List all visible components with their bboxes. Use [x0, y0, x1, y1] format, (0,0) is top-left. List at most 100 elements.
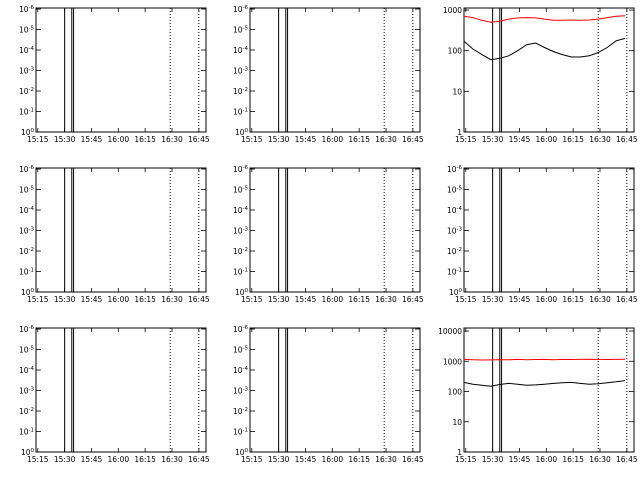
y-tick-label: 10-1 [447, 268, 462, 277]
x-tick-label: 15:30 [268, 455, 290, 464]
detector-panel-9: 15:15 15:30 15:45 16:00 16:15 16:30 16:45 1 10 10… [438, 327, 638, 464]
plot-frame [463, 327, 635, 453]
y-tick-label: 10-3 [447, 227, 463, 236]
y-tick-label: 10-5 [233, 346, 249, 355]
y-tick-label: 1000 [443, 357, 462, 366]
y-tick-label: 10-3 [19, 227, 35, 236]
y-tick-label: 100 [448, 388, 463, 397]
x-tick-label: 15:45 [295, 135, 317, 144]
plot-frame [35, 327, 207, 453]
x-tick-label: 15:15 [455, 135, 477, 144]
y-tick-label: 10-4 [233, 366, 249, 375]
x-tick-label: 15:45 [295, 295, 317, 304]
y-tick-label: 10-2 [233, 247, 248, 256]
y-tick-label: 10-2 [19, 87, 34, 96]
y-tick-label: 10000 [438, 327, 462, 336]
x-tick-label: 15:15 [241, 455, 263, 464]
y-tick-label: 100 [21, 128, 35, 137]
detector-panel-6: 15:15 15:30 15:45 16:00 16:15 16:30 16:45 100 10… [447, 165, 638, 304]
x-tick-label: 15:30 [482, 455, 504, 464]
detector-panel-2: 15:15 15:30 15:45 16:00 16:15 16:30 16:45 100 10… [233, 5, 424, 144]
y-tick-label: 10-1 [233, 268, 248, 277]
y-tick-label: 10-5 [233, 26, 249, 35]
y-tick-label: 10-6 [233, 5, 249, 14]
x-tick-label: 15:15 [241, 295, 263, 304]
x-tick-label: 16:45 [402, 135, 424, 144]
y-tick-label: 10-6 [19, 325, 35, 334]
x-tick-label: 16:00 [536, 295, 558, 304]
y-tick-label: 10 [452, 87, 462, 96]
y-tick-label: 10-1 [19, 428, 34, 437]
y-tick-label: 100 [21, 288, 35, 297]
y-tick-label: 10-4 [233, 206, 249, 215]
x-tick-label: 16:45 [616, 455, 638, 464]
y-tick-label: 10-5 [19, 186, 35, 195]
x-tick-label: 15:15 [241, 135, 263, 144]
series-lld-line [463, 15, 626, 23]
x-tick-label: 15:30 [54, 135, 76, 144]
y-tick-label: 10-2 [19, 247, 34, 256]
x-tick-label: 16:00 [108, 135, 130, 144]
x-tick-label: 16:00 [322, 455, 344, 464]
x-tick-label: 16:45 [402, 455, 424, 464]
x-tick-label: 16:00 [322, 295, 344, 304]
y-tick-label: 10-2 [447, 247, 462, 256]
x-tick-label: 15:30 [54, 455, 76, 464]
y-tick-label: 10-3 [19, 387, 35, 396]
x-tick-label: 16:30 [161, 295, 183, 304]
series-events-line [463, 380, 626, 387]
y-tick-label: 10-3 [233, 227, 249, 236]
y-tick-label: 100 [235, 288, 249, 297]
plot-frame [35, 7, 207, 133]
y-tick-label: 100 [235, 128, 249, 137]
y-tick-label: 10-6 [19, 165, 35, 174]
y-tick-label: 10-1 [233, 108, 248, 117]
y-tick-label: 10-6 [233, 165, 249, 174]
y-tick-label: 10-2 [233, 87, 248, 96]
x-tick-label: 15:45 [509, 455, 531, 464]
x-tick-label: 16:45 [616, 135, 638, 144]
y-tick-label: 100 [449, 288, 463, 297]
y-tick-label: 10-3 [233, 387, 249, 396]
x-tick-label: 16:30 [161, 455, 183, 464]
plot-frame [249, 167, 421, 293]
y-tick-label: 10-5 [19, 26, 35, 35]
x-tick-label: 16:15 [562, 295, 584, 304]
y-tick-label: 10-4 [233, 46, 249, 55]
y-tick-label: 10-5 [19, 346, 35, 355]
detector-panel-5: 15:15 15:30 15:45 16:00 16:15 16:30 16:45 100 10… [233, 165, 424, 304]
x-tick-label: 15:30 [268, 135, 290, 144]
x-tick-label: 15:30 [482, 135, 504, 144]
x-tick-label: 16:30 [375, 135, 397, 144]
x-tick-label: 16:30 [375, 455, 397, 464]
plot-frame [35, 167, 207, 293]
x-tick-label: 15:30 [268, 295, 290, 304]
x-tick-label: 16:15 [134, 455, 156, 464]
plot-frame [463, 7, 635, 133]
y-tick-label: 10-4 [19, 206, 35, 215]
x-tick-label: 15:15 [27, 455, 49, 464]
x-tick-label: 16:15 [134, 135, 156, 144]
y-tick-label: 10 [452, 418, 462, 427]
x-tick-label: 15:15 [455, 295, 477, 304]
y-tick-label: 100 [235, 448, 249, 457]
y-tick-label: 10-6 [19, 5, 35, 14]
y-tick-label: 10-4 [19, 366, 35, 375]
x-tick-label: 16:45 [402, 295, 424, 304]
x-tick-label: 15:15 [27, 295, 49, 304]
x-tick-label: 15:45 [81, 455, 103, 464]
x-tick-label: 16:00 [536, 455, 558, 464]
y-tick-label: 1000 [443, 6, 462, 15]
x-tick-label: 15:15 [27, 135, 49, 144]
x-tick-label: 16:15 [348, 295, 370, 304]
detector-panel-3: 15:15 15:30 15:45 16:00 16:15 16:30 16:45 1 10 10… [443, 6, 638, 144]
series-events-line [463, 37, 626, 61]
x-tick-label: 15:45 [81, 295, 103, 304]
plot-frame [463, 167, 635, 293]
y-tick-label: 100 [448, 47, 463, 56]
y-tick-label: 10-2 [233, 407, 248, 416]
x-tick-label: 16:45 [616, 295, 638, 304]
x-tick-label: 16:15 [562, 455, 584, 464]
detector-panel-7: 15:15 15:30 15:45 16:00 16:15 16:30 16:45 100 10… [19, 325, 210, 464]
